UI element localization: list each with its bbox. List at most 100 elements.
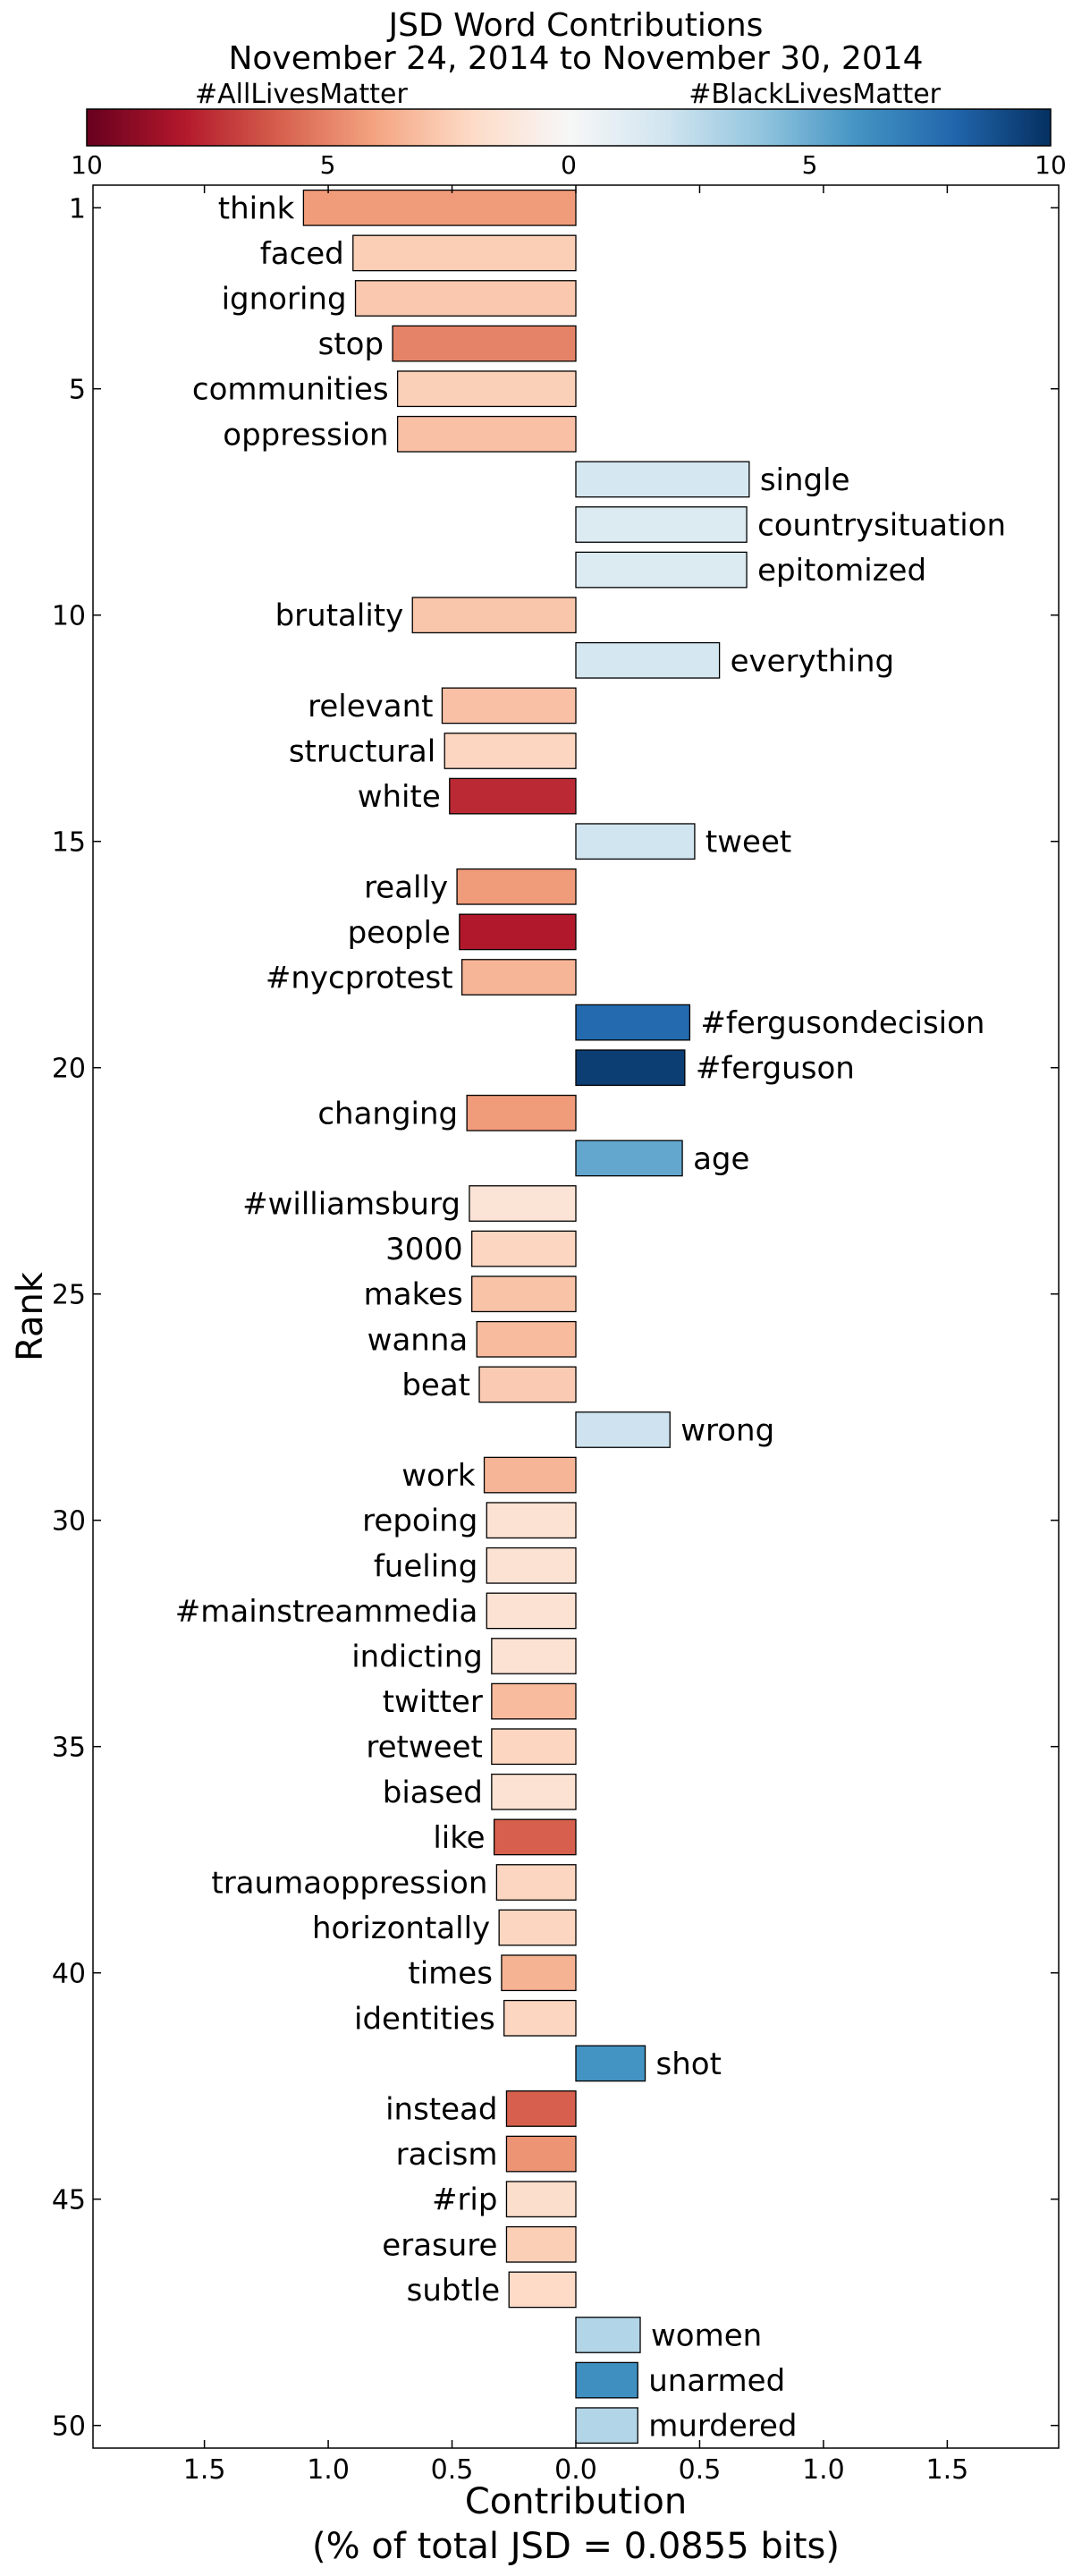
word-label-15: tweet [705,825,791,860]
x-tick-label: 1.0 [802,2454,845,2486]
colorbar-tick-label: 10 [71,150,103,180]
word-label-8: countrysituation [757,508,1006,544]
colorbar-left-label: #AllLivesMatter [195,79,408,110]
word-label-31: fueling [374,1548,477,1584]
y-tick-label: 20 [52,1054,86,1085]
bar-28 [575,1411,671,1448]
word-label-33: indicting [351,1640,483,1675]
bar-6 [396,415,577,453]
word-label-5: communities [192,372,389,408]
bar-40 [501,1954,577,1992]
bar-41 [503,1999,577,2037]
bar-42 [575,2045,646,2082]
chart-subtitle: November 24, 2014 to November 30, 2014 [228,40,923,77]
chart-title: JSD Word Contributions [387,7,764,44]
bar-21 [466,1094,577,1131]
y-tick-label: 35 [52,1733,86,1764]
word-label-6: oppression [223,417,388,453]
bar-22 [575,1140,683,1177]
bar-14 [449,777,577,815]
bar-45 [505,2181,577,2218]
bar-37 [493,1818,577,1856]
colorbar-tick-label: 10 [1035,150,1067,180]
word-label-7: single [760,462,850,498]
bar-31 [486,1546,577,1584]
word-label-3: ignoring [222,282,347,318]
word-label-42: shot [656,2046,722,2082]
word-label-20: #ferguson [696,1051,855,1087]
bar-18 [460,959,577,996]
word-label-13: structural [289,734,435,770]
word-label-9: epitomized [757,553,926,589]
x-tick-label: 0.5 [679,2454,722,2486]
x-axis-label: Contribution [465,2481,687,2522]
colorbar-tick-label: 5 [802,150,818,180]
bar-9 [575,551,748,589]
bar-33 [491,1638,577,1674]
bar-4 [392,325,577,362]
bar-10 [411,597,577,634]
bar-44 [505,2135,577,2173]
word-label-41: identities [354,2001,495,2037]
bar-12 [441,687,577,724]
word-label-24: 3000 [385,1232,463,1267]
bar-34 [491,1682,577,1720]
bar-26 [476,1320,577,1358]
bar-49 [575,2361,638,2399]
bar-43 [505,2090,577,2127]
bar-38 [495,1864,577,1901]
colorbar-right-label: #BlackLivesMatter [689,79,941,110]
word-label-36: biased [383,1775,483,1810]
word-labels-group: think faced ignoring stop communities oppress… [175,191,1006,2444]
bar-32 [486,1592,577,1630]
word-label-40: times [408,1956,493,1992]
word-label-28: wrong [680,1413,774,1449]
y-tick-label: 50 [52,2411,86,2443]
word-label-47: subtle [407,2273,501,2309]
word-label-46: erasure [382,2227,497,2263]
word-label-45: #rip [432,2182,498,2218]
bar-23 [469,1185,577,1222]
x-axis-ticks: 1.5 1.0 0.5 0.0 0.5 1.0 1.5 [183,185,968,2486]
bar-50 [575,2407,638,2445]
word-label-10: brutality [275,598,404,634]
word-label-38: traumaoppression [211,1866,487,1902]
bar-47 [508,2271,577,2309]
bar-7 [575,461,750,498]
colorbar-tick-label: 0 [561,150,577,180]
word-label-2: faced [260,236,344,272]
bar-29 [483,1456,577,1494]
word-label-35: retweet [366,1730,482,1766]
bar-3 [354,280,577,317]
word-label-48: women [651,2318,762,2354]
word-label-34: twitter [383,1684,483,1720]
word-label-14: white [358,779,441,815]
word-label-50: murdered [648,2409,797,2445]
colorbar [86,108,1052,147]
bar-11 [575,641,721,679]
bar-17 [459,913,577,951]
y-tick-label: 15 [52,827,86,859]
colorbar-tick-label: 5 [320,150,336,180]
x-tick-label: 1.5 [926,2454,969,2486]
word-label-23: #williamsburg [242,1187,460,1223]
bar-39 [498,1909,577,1946]
y-tick-label: 5 [69,375,86,406]
word-label-4: stop [318,326,384,362]
word-label-1: think [218,191,295,226]
x-axis-label-sub: (% of total JSD = 0.0855 bits) [312,2526,840,2567]
word-label-18: #nycprotest [266,961,453,996]
bar-2 [352,234,577,272]
word-label-19: #fergusondecision [700,1005,984,1041]
x-tick-label: 0.5 [431,2454,474,2486]
bar-36 [491,1773,577,1810]
word-label-29: work [401,1458,476,1494]
x-tick-label: 1.0 [307,2454,350,2486]
bar-20 [575,1049,686,1087]
y-tick-label: 25 [52,1280,86,1311]
bar-35 [491,1728,577,1766]
x-tick-label: 1.5 [183,2454,226,2486]
word-label-44: racism [396,2137,498,2173]
word-label-49: unarmed [648,2363,785,2399]
bar-13 [444,733,577,769]
